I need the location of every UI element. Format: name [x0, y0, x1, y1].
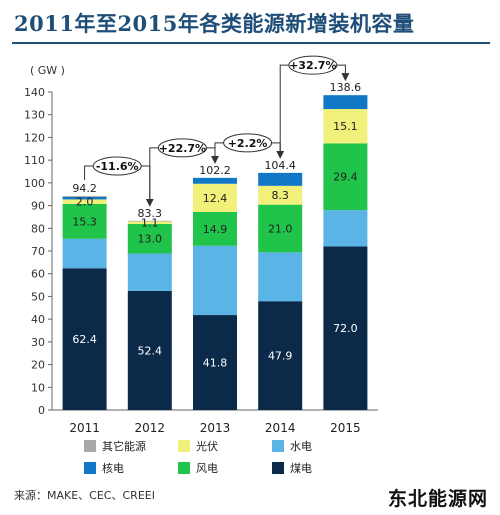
- bar-segment-2011-煤电: [62, 268, 107, 410]
- bar-segment-2014-风电: [258, 204, 303, 253]
- x-tick-label: 2011: [69, 421, 100, 435]
- legend-swatch: [272, 440, 284, 452]
- bar-segment-2011-光伏: [62, 199, 107, 204]
- legend-swatch: [178, 440, 190, 452]
- data-label: 72.0: [333, 322, 358, 335]
- data-label: 12.4: [203, 192, 228, 205]
- legend-swatch: [84, 462, 96, 474]
- growth-bubble: [157, 138, 207, 158]
- y-tick-label: 110: [24, 154, 45, 167]
- bar-segment-2011-其它能源: [62, 196, 107, 197]
- y-tick-label: 120: [24, 131, 45, 144]
- growth-label: +22.7%: [159, 142, 206, 155]
- legend-label: 核电: [102, 461, 124, 475]
- y-tick-label: 100: [24, 177, 45, 190]
- data-label: 29.4: [333, 171, 358, 184]
- y-tick-label: 40: [31, 313, 45, 326]
- legend-swatch: [84, 440, 96, 452]
- y-tick-label: 140: [24, 86, 45, 99]
- y-tick-label: 0: [38, 404, 45, 417]
- source-note: 来源：MAKE、CEC、CREEI: [14, 489, 155, 502]
- bar-segment-2014-核电: [258, 172, 303, 186]
- bar-segment-2013-水电: [193, 245, 237, 316]
- data-label: 62.4: [72, 333, 97, 346]
- bar-segment-2014-光伏: [258, 185, 303, 205]
- bar-segment-2013-光伏: [193, 183, 237, 212]
- bar-segment-2015-核电: [323, 95, 368, 110]
- x-tick-label: 2012: [135, 421, 166, 435]
- data-label: 52.4: [138, 344, 163, 357]
- total-label: 138.6: [330, 81, 362, 94]
- y-tick-label: 60: [31, 268, 45, 281]
- growth-bubble: [288, 55, 338, 75]
- bar-segment-2012-其它能源: [127, 220, 172, 222]
- bar-segment-2012-风电: [127, 223, 172, 254]
- y-tick-label: 10: [31, 381, 45, 394]
- growth-label: +32.7%: [289, 59, 336, 72]
- watermark-logo: 东北能源网: [387, 488, 488, 510]
- bar-segment-2011-水电: [62, 238, 107, 269]
- legend-label: 煤电: [290, 462, 312, 475]
- bar-segment-2015-水电: [323, 210, 368, 247]
- x-tick-label: 2015: [330, 421, 361, 435]
- data-label: 14.9: [203, 223, 228, 236]
- growth-label: -11.6%: [96, 160, 139, 173]
- bar-segment-2012-煤电: [127, 290, 172, 410]
- data-label: 15.1: [333, 120, 358, 133]
- data-label: 47.9: [268, 350, 293, 363]
- total-label: 94.2: [72, 182, 97, 195]
- data-label: 1.1: [141, 217, 159, 230]
- y-tick-label: 20: [31, 359, 45, 372]
- legend-label: 水电: [290, 440, 312, 453]
- bar-segment-2015-风电: [323, 143, 368, 211]
- legend-swatch: [178, 462, 190, 474]
- data-label: 13.0: [138, 233, 163, 246]
- x-tick-label: 2013: [200, 421, 231, 435]
- bar-segment-2013-煤电: [193, 315, 237, 410]
- legend-label: 风电: [196, 462, 218, 475]
- total-label: 102.2: [199, 164, 231, 177]
- data-label: 21.0: [268, 223, 293, 236]
- data-label: 8.3: [271, 189, 289, 202]
- data-label: 41.8: [203, 357, 228, 370]
- bar-segment-2012-光伏: [127, 221, 172, 224]
- x-tick-label: 2014: [265, 421, 296, 435]
- y-tick-label: 30: [31, 336, 45, 349]
- bar-segment-2015-光伏: [323, 109, 368, 144]
- data-label: 2.0: [76, 196, 94, 209]
- bar-segment-2014-煤电: [258, 301, 303, 410]
- bar-segment-2015-煤电: [323, 246, 368, 410]
- bar-segment-2014-水电: [258, 252, 303, 302]
- legend-swatch: [272, 462, 284, 474]
- chart-title: 2011年至2015年各类能源新增装机容量: [14, 11, 415, 36]
- growth-bubble: [223, 133, 273, 153]
- bar-segment-2013-风电: [193, 211, 237, 246]
- data-label: 15.3: [72, 215, 97, 228]
- legend-label: 光伏: [196, 439, 218, 453]
- y-tick-label: 70: [31, 245, 45, 258]
- bar-segment-2013-核电: [193, 177, 237, 184]
- bar-segment-2011-核电: [62, 196, 107, 200]
- y-axis-unit-label: ( GW ): [30, 64, 65, 77]
- legend-label: 其它能源: [102, 439, 146, 453]
- y-tick-label: 50: [31, 290, 45, 303]
- title-underline: [12, 42, 490, 44]
- y-tick-label: 80: [31, 222, 45, 235]
- y-tick-label: 90: [31, 200, 45, 213]
- y-tick-label: 130: [24, 109, 45, 122]
- growth-label: +2.2%: [228, 137, 268, 150]
- total-label: 83.3: [138, 207, 163, 220]
- bar-segment-2011-风电: [62, 203, 107, 239]
- bar-segment-2012-水电: [127, 253, 172, 291]
- total-label: 104.4: [264, 159, 296, 172]
- stacked-bar-chart: ( GW ) 0 10 20 30 40 50 60 70 80 90 100 110 120 130 140…: [24, 55, 378, 475]
- growth-bubble: [92, 156, 142, 176]
